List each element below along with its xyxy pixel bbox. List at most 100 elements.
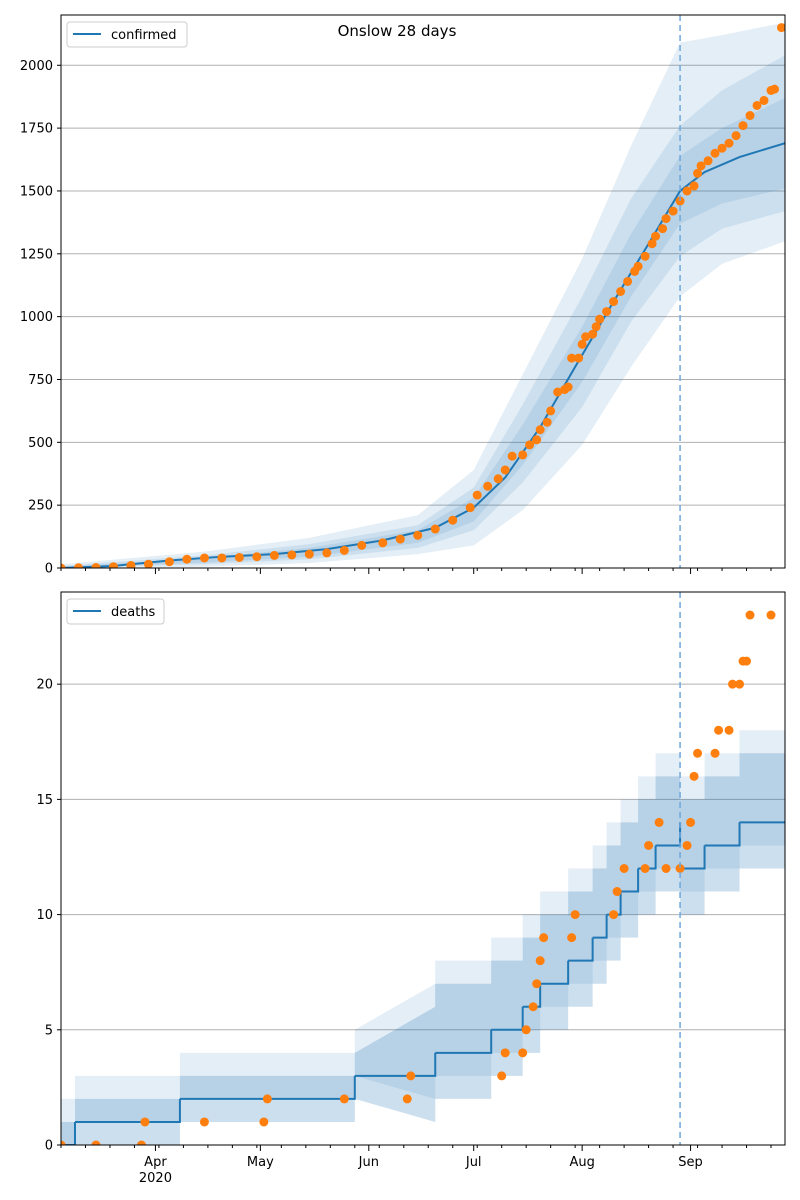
observed-point — [731, 131, 741, 141]
observed-point — [234, 552, 244, 562]
observed-point — [745, 111, 755, 121]
axes-frame — [60, 591, 786, 1146]
observed-point — [693, 748, 703, 758]
observed-point — [689, 771, 699, 781]
y-tick-label: 15 — [36, 793, 53, 808]
observed-point — [91, 562, 101, 568]
observed-point — [759, 95, 769, 105]
observed-point — [521, 1025, 531, 1035]
observed-point — [735, 679, 745, 689]
uncertainty-band — [61, 55, 785, 568]
observed-point — [528, 1002, 538, 1012]
observed-point — [252, 552, 262, 562]
observed-point — [574, 353, 584, 363]
observed-point — [619, 864, 629, 873]
observed-point — [644, 840, 654, 850]
observed-point — [518, 450, 528, 460]
observed-point — [259, 1117, 269, 1127]
x-tick-label: Jul — [465, 1155, 482, 1170]
uncertainty-band — [61, 22, 785, 568]
observed-point — [766, 610, 776, 620]
observed-point — [658, 224, 668, 234]
observed-point — [567, 933, 577, 943]
observed-point — [682, 186, 692, 196]
observed-point — [567, 353, 577, 363]
y-tick-label: 750 — [28, 373, 53, 388]
observed-point — [493, 474, 503, 484]
observed-point — [108, 562, 118, 568]
observed-point — [752, 100, 762, 110]
observed-point — [696, 161, 706, 171]
observed-point — [395, 534, 405, 544]
y-tick-label: 1250 — [20, 247, 53, 262]
observed-point — [518, 1048, 528, 1058]
y-tick-label: 20 — [36, 678, 53, 693]
observed-point — [693, 168, 703, 178]
y-tick-label: 0 — [45, 1139, 53, 1154]
observed-point — [770, 84, 780, 94]
uncertainty-band — [61, 730, 785, 1145]
observed-point — [745, 610, 755, 620]
y-tick-label: 250 — [28, 499, 53, 514]
observed-point — [609, 297, 619, 307]
observed-point — [675, 864, 685, 873]
observed-point — [591, 322, 601, 332]
observed-point — [61, 563, 66, 568]
observed-point — [339, 1094, 349, 1104]
observed-point — [287, 550, 297, 560]
observed-point — [651, 231, 661, 241]
plot-area — [61, 22, 785, 568]
observed-point — [262, 1094, 272, 1104]
y-tick-label: 0 — [45, 562, 53, 577]
observed-point — [588, 329, 598, 339]
observed-point — [430, 524, 440, 534]
y-tick-label: 1750 — [20, 122, 53, 137]
observed-point — [686, 817, 696, 827]
observed-point — [661, 864, 671, 873]
observed-point — [126, 560, 136, 568]
observed-point — [738, 121, 748, 131]
legend-label: deaths — [111, 605, 156, 620]
observed-point — [553, 387, 563, 397]
observed-point — [668, 206, 678, 216]
observed-point — [647, 239, 657, 249]
legend-box — [66, 598, 165, 625]
observed-point — [570, 910, 580, 920]
observed-point — [724, 138, 734, 148]
observed-point — [406, 1071, 416, 1081]
observed-point — [164, 557, 174, 567]
observed-point — [143, 559, 153, 568]
observed-point — [472, 490, 482, 500]
observed-point — [532, 435, 542, 445]
observed-point — [539, 933, 549, 943]
uncertainty-band — [61, 753, 785, 1145]
observed-point — [682, 840, 692, 850]
observed-point — [140, 1117, 150, 1127]
observed-point — [535, 425, 545, 435]
observed-point — [378, 538, 388, 548]
observed-point — [640, 864, 650, 873]
observed-point — [728, 679, 738, 689]
observed-point — [703, 156, 713, 166]
observed-point — [217, 553, 227, 563]
observed-point — [595, 314, 605, 324]
axes-frame — [60, 14, 786, 569]
observed-point — [654, 817, 664, 827]
observed-point — [777, 23, 785, 33]
x-year-label: 2020 — [139, 1171, 172, 1186]
x-tick-label: May — [247, 1155, 274, 1170]
legend-box — [66, 21, 188, 48]
observed-point — [497, 1071, 507, 1081]
figure-title: Onslow 28 days — [338, 22, 457, 40]
observed-point — [612, 887, 622, 897]
plot-area — [61, 610, 785, 1145]
x-tick-label: Jun — [358, 1155, 379, 1170]
observed-point — [640, 251, 650, 261]
uncertainty-band — [61, 97, 785, 568]
y-tick-label: 1000 — [20, 310, 53, 325]
observed-point — [661, 214, 671, 224]
observed-point — [357, 540, 367, 550]
observed-point — [500, 465, 510, 475]
observed-point — [73, 563, 83, 568]
observed-point — [542, 417, 552, 427]
